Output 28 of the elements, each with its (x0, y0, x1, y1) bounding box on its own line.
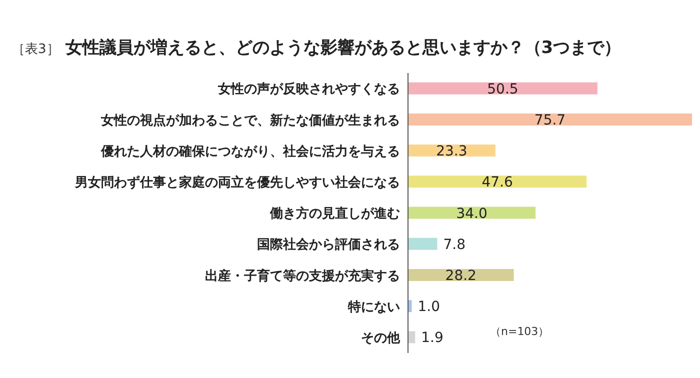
data-label: 7.8 (443, 236, 466, 253)
y-tick-label: 女性の声が反映されやすくなる (217, 81, 400, 98)
y-tick-label: その他 (361, 331, 401, 346)
bar (408, 82, 598, 94)
bar (408, 331, 416, 344)
bar (408, 206, 536, 219)
y-tick-label: 出産・子育て等の支援が充実する (205, 268, 400, 284)
bar (408, 176, 587, 188)
data-label: 28.2 (445, 268, 476, 284)
text: ［表3］ (12, 41, 60, 58)
y-tick-label: 働き方の見直しが進む (269, 206, 400, 222)
data-label: 1.9 (421, 330, 444, 346)
chart-title: 女性議員が増えると、どのような影響があると思いますか？（3つまで） (65, 37, 622, 59)
bar (408, 238, 438, 250)
data-label: 34.0 (456, 206, 488, 222)
y-tick-label: 女性の視点が加わることで、新たな価値が生まれる (100, 112, 400, 128)
data-label: 50.5 (487, 81, 518, 98)
y-tick-label: 優れた人材の確保につながり、社会に活力を与える (100, 143, 400, 160)
y-tick-label: 国際社会から評価される (257, 236, 400, 253)
y-tick-label: 男女問わず仕事と家庭の両立を優先しやすい社会になる (74, 174, 400, 191)
y-tick-label: 特にない (347, 300, 400, 315)
data-label: 75.7 (534, 112, 566, 128)
data-label: 23.3 (436, 144, 468, 160)
data-label: 47.6 (482, 174, 513, 191)
annotation: （n=103） (490, 324, 550, 339)
bar (408, 113, 692, 126)
bar (408, 300, 412, 312)
data-label: 1.0 (418, 299, 440, 316)
